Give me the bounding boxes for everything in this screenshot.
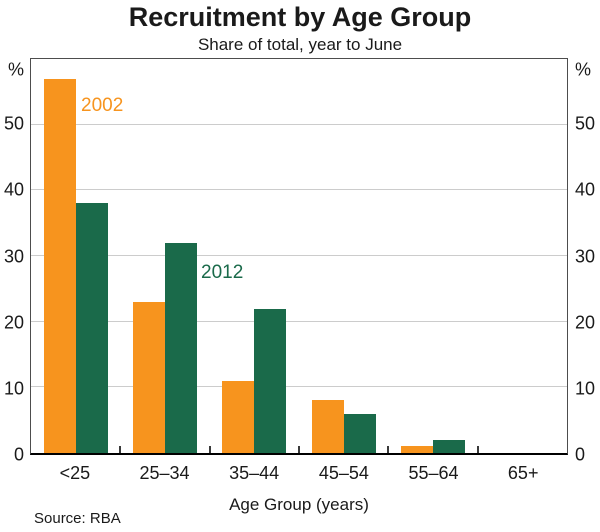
bar-2012-cat1: [164, 242, 197, 453]
x-axis-category-label-2: 35–44: [229, 463, 280, 483]
chart-subtitle: Share of total, year to June: [197, 35, 403, 54]
gridline-30: [31, 255, 567, 256]
gridline-50: [31, 123, 567, 125]
bar-group-2: [210, 59, 299, 453]
x-axis-category-labels: <25 25–34 35–44 45–54 55–64 65+: [30, 463, 568, 484]
y-axis-tick-label-left-30: 30: [3, 246, 24, 266]
y-axis-unit-label-left: %: [7, 59, 24, 80]
x-axis-category-label-1: 25–34: [139, 463, 190, 483]
series-label-2012: 2012: [201, 262, 244, 283]
y-axis-tick-label-right-10: 10: [575, 378, 596, 399]
bar-group-0: [31, 59, 120, 453]
x-axis-title: Age Group (years): [229, 495, 369, 514]
x-axis-tick-1: [119, 446, 122, 453]
y-axis-tick-label-left-20: 20: [3, 312, 24, 333]
bar-group-4: [388, 59, 477, 453]
x-axis-category-label-3: 45–54: [318, 463, 369, 483]
x-axis-category-label-5: 65+: [507, 463, 539, 483]
bar-2002-cat2: [222, 380, 255, 453]
bar-group-3: [299, 59, 388, 453]
x-axis-category-label-0: <25: [59, 463, 91, 483]
y-axis-tick-label-left-50: 50: [3, 113, 24, 134]
chart-title: Recruitment by Age Group: [128, 2, 472, 32]
bar-2002-cat4: [400, 446, 433, 453]
bar-group-5: [478, 59, 567, 453]
gridline-10: [31, 386, 567, 388]
bar-2012-cat0: [75, 203, 108, 453]
bar-group-1: [120, 59, 209, 453]
x-axis-category-label-4: 55–64: [408, 463, 459, 483]
gridline-40: [31, 189, 567, 191]
y-axis-tick-label-left-10: 10: [3, 378, 24, 399]
y-axis-tick-label-left-40: 40: [3, 179, 24, 200]
y-axis-tick-label-left-0: 0: [13, 444, 24, 465]
plot-area: [30, 58, 568, 455]
bars-row: [31, 59, 567, 453]
bar-2012-cat3: [343, 413, 376, 453]
y-axis-unit-label-right: %: [575, 59, 592, 80]
source-note: Source: RBA: [34, 510, 121, 527]
y-axis-tick-label-right-0: 0: [575, 444, 586, 465]
x-axis-tick-5: [476, 446, 479, 453]
bar-2002-cat3: [311, 400, 344, 453]
y-axis-tick-label-right-40: 40: [575, 179, 596, 200]
bar-2002-cat0: [43, 78, 76, 453]
y-axis-tick-label-right-20: 20: [575, 312, 596, 333]
x-axis-tick-3: [298, 446, 300, 453]
bar-2012-cat2: [254, 308, 287, 453]
y-axis-tick-label-right-50: 50: [575, 113, 596, 134]
bar-2002-cat1: [132, 301, 165, 453]
y-axis-tick-label-right-30: 30: [575, 246, 596, 266]
gridline-20: [31, 320, 567, 322]
bar-2012-cat4: [432, 439, 465, 453]
x-axis-tick-4: [387, 446, 390, 453]
x-axis-tick-2: [208, 446, 211, 453]
series-label-2002: 2002: [81, 95, 124, 116]
